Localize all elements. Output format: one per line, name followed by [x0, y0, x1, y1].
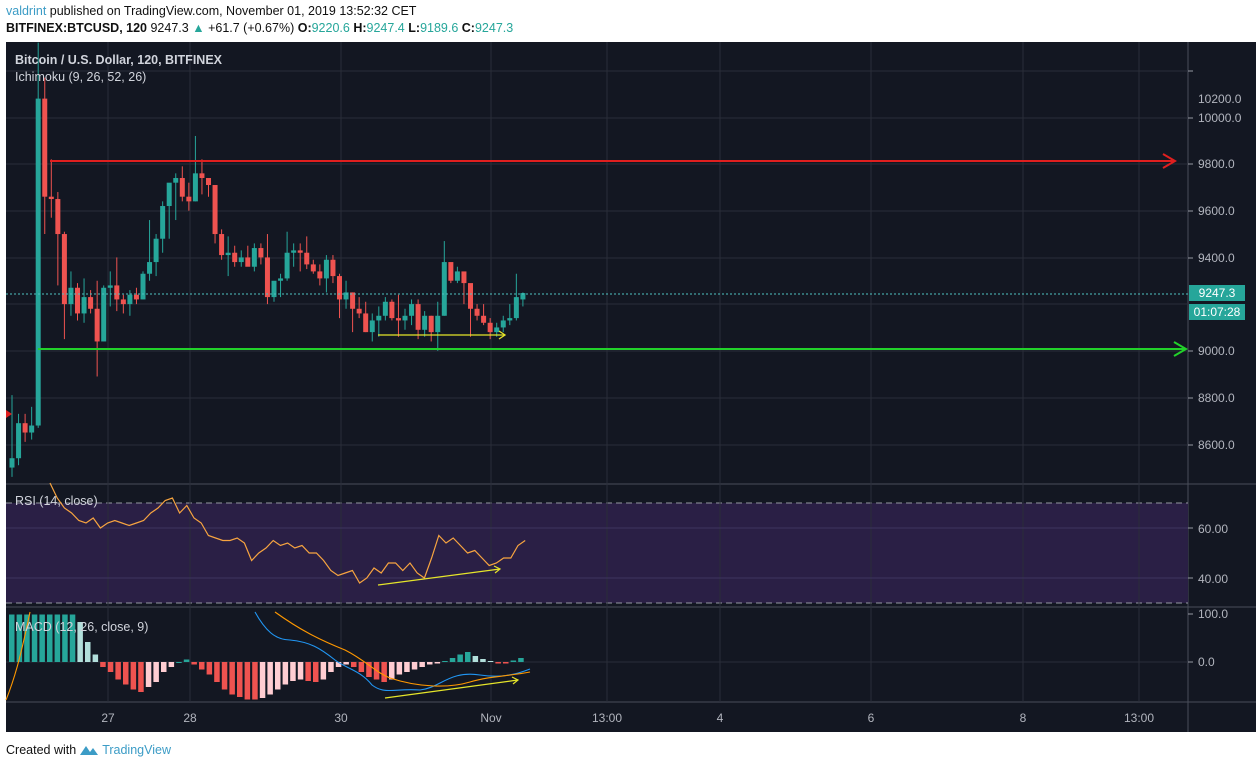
range-low-arrow — [378, 330, 507, 340]
chart-frame[interactable] — [6, 42, 1256, 732]
macd-line — [254, 611, 531, 692]
created-with-text: Created with — [6, 743, 77, 757]
tradingview-logo-icon — [80, 746, 99, 755]
publish-info: valdrint published on TradingView.com, N… — [6, 4, 416, 18]
symbol-label: BITFINEX:BTCUSD, 120 — [6, 21, 147, 35]
time-tick: 30 — [334, 711, 348, 725]
low-value: 9189.6 — [420, 21, 459, 35]
time-tick: 28 — [183, 711, 197, 725]
open-value: 9220.6 — [311, 21, 350, 35]
price-tick: 8800.0 — [1198, 391, 1235, 405]
price-tick: 9000.0 — [1198, 344, 1235, 358]
footer: Created with TradingView — [6, 743, 171, 757]
price-marker-icon — [6, 410, 12, 418]
time-tick: 13:00 — [1123, 711, 1155, 725]
close-value: 9247.3 — [474, 21, 514, 35]
time-tick: 6 — [867, 711, 875, 725]
countdown-badge: 01:07:28 — [1189, 304, 1245, 320]
tradingview-link[interactable]: TradingView — [102, 743, 171, 757]
time-tick: Nov — [480, 711, 502, 725]
high-value: 9247.4 — [366, 21, 405, 35]
rsi-tick: 40.00 — [1198, 572, 1229, 586]
macd-legend[interactable]: MACD (12, 26, close, 9) — [15, 620, 149, 634]
rsi-legend[interactable]: RSI (14, close) — [15, 494, 98, 508]
signal-line — [274, 611, 531, 687]
price-tick: 10000.0 — [1198, 111, 1242, 125]
symbol-info: BITFINEX:BTCUSD, 120 9247.3 ▲ +61.7 (+0.… — [6, 21, 514, 35]
price-tick: 9400.0 — [1198, 251, 1235, 265]
macd-tick: 0.0 — [1198, 655, 1215, 669]
ichimoku-legend[interactable]: Ichimoku (9, 26, 52, 26) — [15, 70, 147, 84]
author-link[interactable]: valdrint — [6, 4, 47, 18]
price-tick: 9800.0 — [1198, 157, 1235, 171]
time-tick: 8 — [1019, 711, 1027, 725]
last-price-badge: 9247.3 — [1189, 285, 1245, 301]
rsi-line — [49, 482, 526, 584]
time-tick: 27 — [101, 711, 115, 725]
price-tick: 9600.0 — [1198, 204, 1235, 218]
price-change: +61.7 (+0.67%) — [208, 21, 295, 35]
price-tick: 8600.0 — [1198, 438, 1235, 452]
resistance-arrow — [50, 153, 1177, 169]
support-arrow — [38, 341, 1188, 357]
macd-tick: 100.0 — [1198, 607, 1229, 621]
last-price: 9247.3 — [150, 21, 189, 35]
time-tick: 4 — [716, 711, 724, 725]
rsi-band — [6, 503, 1188, 603]
macd-divergence-arrow — [384, 676, 520, 699]
rsi-tick: 60.00 — [1198, 522, 1229, 536]
time-tick: 13:00 — [591, 711, 623, 725]
published-text: published on TradingView.com, November 0… — [49, 4, 417, 18]
up-triangle-icon: ▲ — [192, 21, 205, 35]
chart-title: Bitcoin / U.S. Dollar, 120, BITFINEX — [15, 53, 222, 67]
rsi-divergence-arrow — [377, 565, 502, 586]
price-tick: 10200.0 — [1198, 92, 1242, 106]
